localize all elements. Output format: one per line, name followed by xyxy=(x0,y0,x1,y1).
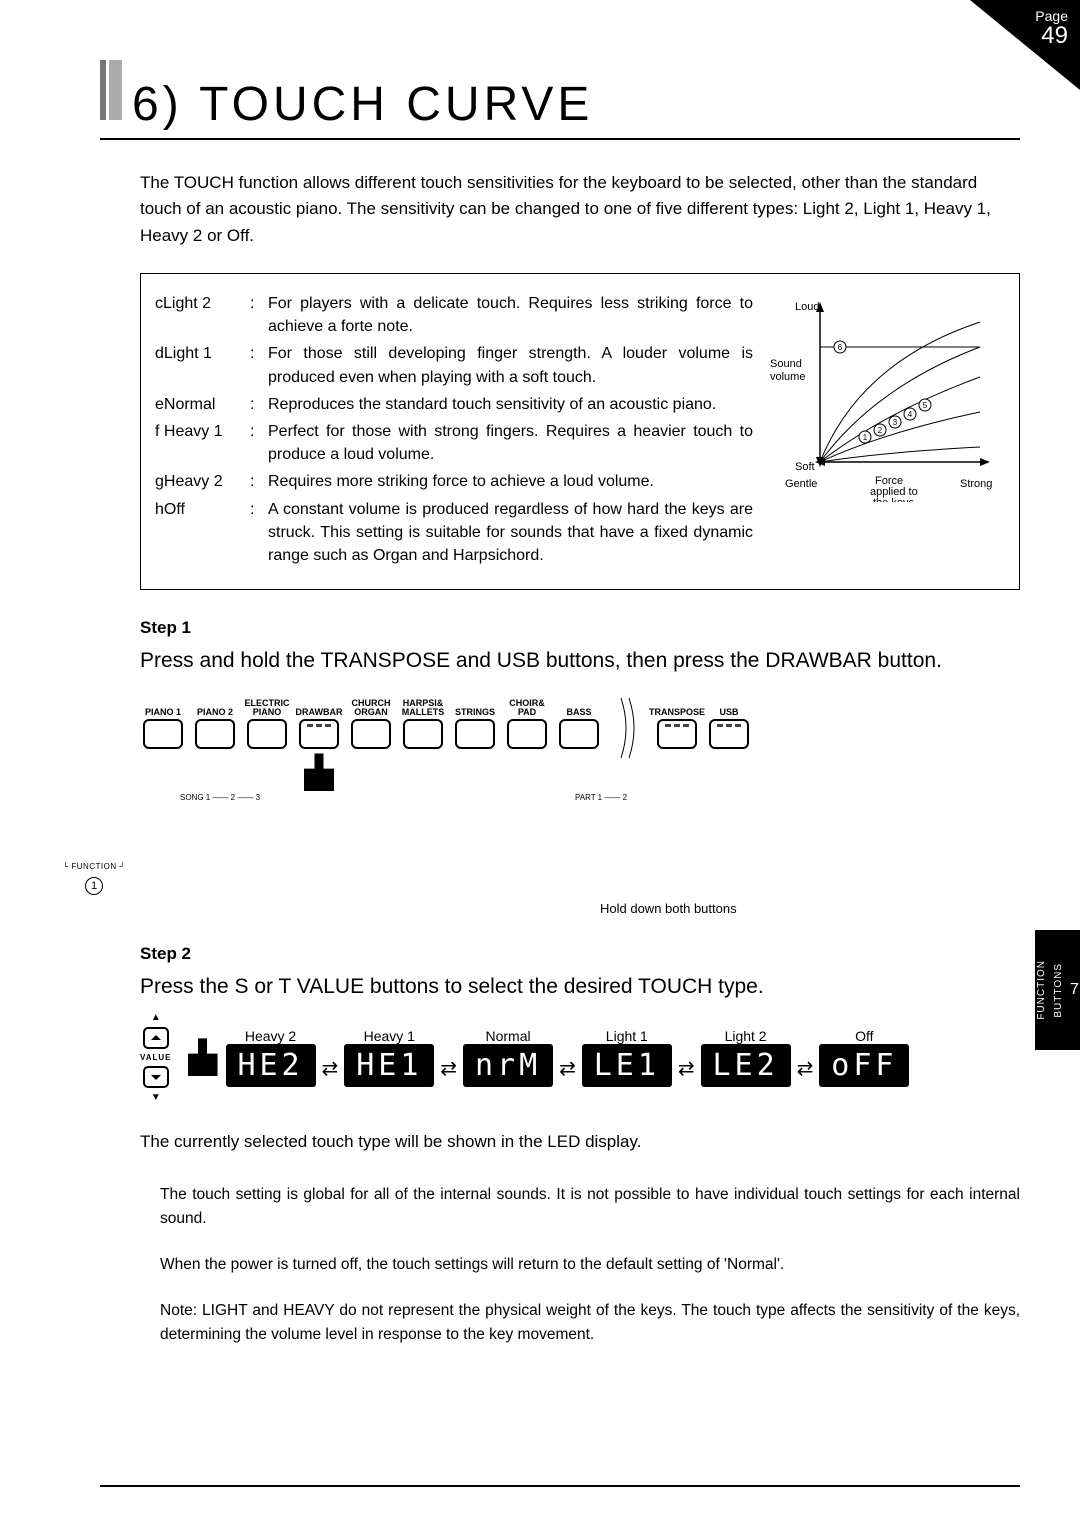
panel-button: CHURCHORGAN xyxy=(348,693,394,749)
def-val: For those still developing finger streng… xyxy=(268,342,753,388)
swap-icon: ⇄ xyxy=(440,1056,457,1081)
svg-text:Gentle: Gentle xyxy=(785,478,817,490)
led-display: HE2 xyxy=(226,1044,316,1087)
def-key: dLight 1 xyxy=(155,342,250,388)
def-val: A constant volume is produced regardless… xyxy=(268,498,753,568)
svg-text:6: 6 xyxy=(838,343,843,352)
step2-label: Step 2 xyxy=(140,944,1020,964)
finger-icon xyxy=(304,753,334,791)
swap-icon: ⇄ xyxy=(797,1056,814,1081)
panel-button: USB xyxy=(706,693,752,749)
step2-text: Press the S or T VALUE buttons to select… xyxy=(140,972,1020,1001)
note-paragraph: The touch setting is global for all of t… xyxy=(160,1183,1020,1231)
after-led-text: The currently selected touch type will b… xyxy=(140,1129,1020,1155)
swap-icon: ⇄ xyxy=(678,1056,695,1081)
step1-text: Press and hold the TRANSPOSE and USB but… xyxy=(140,646,1020,675)
led-label: Light 2 xyxy=(701,1028,791,1044)
swap-icon: ⇄ xyxy=(322,1056,339,1081)
section-side-tab: FUNCTION BUTTONS 7 xyxy=(1035,930,1080,1050)
led-display: LE2 xyxy=(701,1044,791,1087)
def-key: hOff xyxy=(155,498,250,568)
svg-text:4: 4 xyxy=(908,410,913,419)
button-panel: PIANO 1PIANO 2ELECTRICPIANODRAWBARCHURCH… xyxy=(140,693,1020,895)
panel-button: TRANSPOSE xyxy=(654,693,700,749)
hold-note: Hold down both buttons xyxy=(600,901,1020,916)
def-val: Requires more striking force to achieve … xyxy=(268,470,753,493)
def-key: cLight 2 xyxy=(155,292,250,338)
intro-text: The TOUCH function allows different touc… xyxy=(140,170,1020,249)
side-tab-line2: BUTTONS xyxy=(1053,963,1064,1018)
value-down-button[interactable] xyxy=(143,1066,169,1088)
led-sequence: ▲ VALUE ▼ Heavy 2 HE2⇄Heavy 1 HE1⇄Normal… xyxy=(140,1012,1020,1103)
svg-text:Sound: Sound xyxy=(770,358,802,370)
value-label: VALUE xyxy=(140,1053,172,1062)
def-val: Reproduces the standard touch sensitivit… xyxy=(268,393,753,416)
def-key: f Heavy 1 xyxy=(155,420,250,466)
svg-text:3: 3 xyxy=(893,418,898,427)
bottom-rule xyxy=(100,1485,1020,1487)
svg-text:2: 2 xyxy=(878,426,883,435)
led-display: LE1 xyxy=(582,1044,672,1087)
step1-label: Step 1 xyxy=(140,618,1020,638)
panel-button: STRINGS xyxy=(452,693,498,749)
led-display: oFF xyxy=(819,1044,909,1087)
def-key: eNormal xyxy=(155,393,250,416)
note-paragraph: When the power is turned off, the touch … xyxy=(160,1253,1020,1277)
def-val: Perfect for those with strong fingers. R… xyxy=(268,420,753,466)
panel-button: PIANO 1 xyxy=(140,693,186,749)
side-tab-line1: FUNCTION xyxy=(1036,960,1047,1020)
led-display: nrM xyxy=(463,1044,553,1087)
side-tab-chapter: 7 xyxy=(1070,981,1079,999)
panel-button: ELECTRICPIANO xyxy=(244,693,290,749)
led-label: Heavy 2 xyxy=(226,1028,316,1044)
value-buttons: ▲ VALUE ▼ xyxy=(140,1012,172,1103)
svg-text:Strong: Strong xyxy=(960,478,992,490)
def-val: For players with a delicate touch. Requi… xyxy=(268,292,753,338)
def-key: gHeavy 2 xyxy=(155,470,250,493)
title-accent xyxy=(100,60,122,120)
panel-button: PIANO 2 xyxy=(192,693,238,749)
led-display: HE1 xyxy=(344,1044,434,1087)
note-paragraph: Note: LIGHT and HEAVY do not represent t… xyxy=(160,1299,1020,1347)
panel-button: DRAWBAR xyxy=(296,693,342,791)
swap-icon: ⇄ xyxy=(559,1056,576,1081)
panel-button: BASS xyxy=(556,693,602,749)
led-label: Off xyxy=(819,1028,909,1044)
touch-curve-graph: 1 2 3 4 5 6 Loud Sound volume Soft Gentl… xyxy=(765,292,1005,502)
panel-button: CHOIR&PAD xyxy=(504,693,550,749)
svg-text:the keys: the keys xyxy=(873,497,914,502)
value-up-button[interactable] xyxy=(143,1027,169,1049)
step-circle-1: 1 xyxy=(85,877,103,895)
page-title: 6) TOUCH CURVE xyxy=(132,77,593,132)
title-rule xyxy=(100,138,1020,140)
led-label: Light 1 xyxy=(582,1028,672,1044)
svg-text:5: 5 xyxy=(923,401,928,410)
svg-text:Soft: Soft xyxy=(795,461,815,473)
svg-text:1: 1 xyxy=(863,433,868,442)
svg-text:Loud: Loud xyxy=(795,301,819,313)
definitions-box: cLight 2 : For players with a delicate t… xyxy=(140,273,1020,590)
panel-button: HARPSI&MALLETS xyxy=(400,693,446,749)
led-label: Normal xyxy=(463,1028,553,1044)
led-label: Heavy 1 xyxy=(344,1028,434,1044)
page-number: 49 xyxy=(970,24,1068,48)
svg-text:volume: volume xyxy=(770,371,805,383)
finger-icon xyxy=(188,1038,218,1076)
notes-block: The touch setting is global for all of t… xyxy=(160,1183,1020,1347)
